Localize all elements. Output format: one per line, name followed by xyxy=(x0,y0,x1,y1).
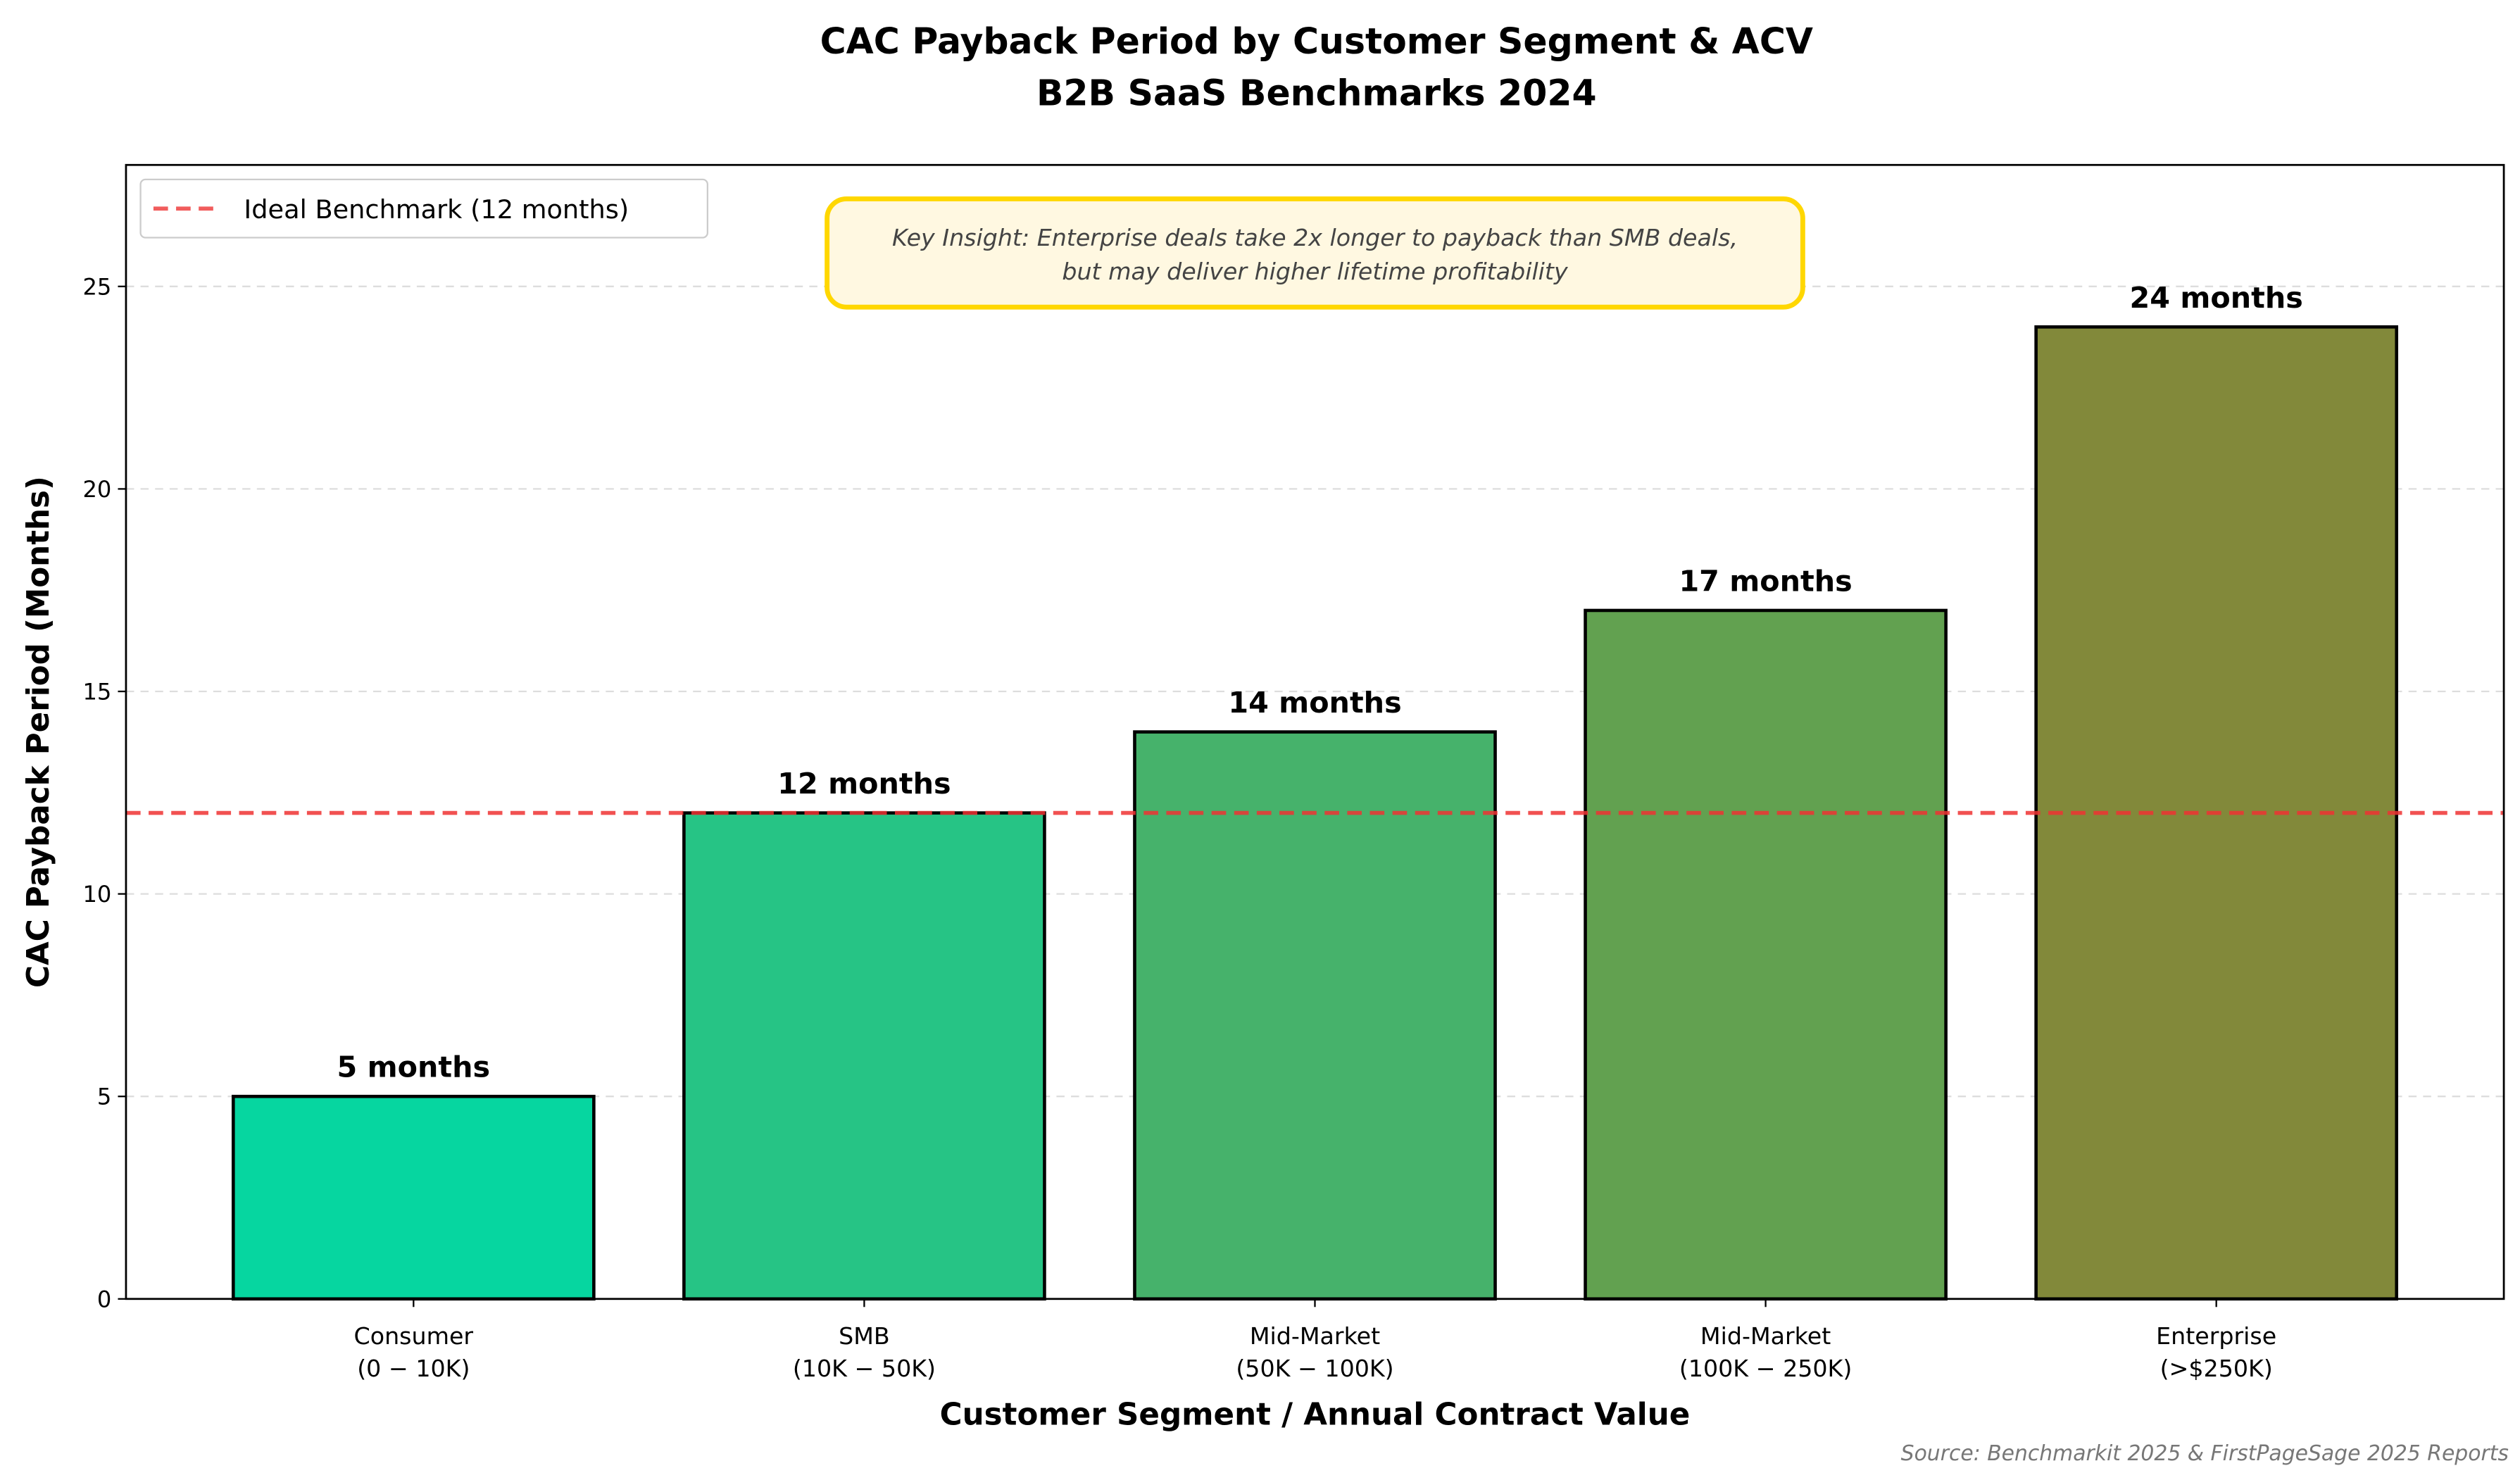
bar xyxy=(682,811,1046,1301)
bar xyxy=(1133,730,1497,1301)
chart-title: CAC Payback Period by Customer Segment &… xyxy=(820,20,1813,62)
annotation-frame xyxy=(825,196,1805,310)
x-tick-label: Enterprise xyxy=(2156,1322,2276,1350)
y-tick-label: 10 xyxy=(82,881,111,908)
annotation-box: Key Insight: Enterprise deals take 2x lo… xyxy=(825,196,1805,310)
x-tick-sublabel: (50K − 100K) xyxy=(1236,1355,1393,1382)
y-tick-label: 0 xyxy=(97,1286,111,1312)
y-ticks: 0 5 10 15 20 25 xyxy=(82,273,126,1312)
data-label: 12 months xyxy=(777,767,951,801)
y-tick-label: 25 xyxy=(82,273,111,300)
x-axis-label: Customer Segment / Annual Contract Value xyxy=(940,1398,1691,1433)
x-ticks: Consumer (0 − 10K) SMB (10K − 50K) Mid-Marke… xyxy=(354,1298,2276,1382)
data-label: 14 months xyxy=(1228,686,1401,720)
x-tick-label: Mid-Market xyxy=(1250,1322,1380,1350)
x-tick-sublabel: (>$250K) xyxy=(2160,1355,2273,1382)
data-label: 24 months xyxy=(2130,281,2303,315)
legend-box xyxy=(139,178,709,239)
chart-subtitle: B2B SaaS Benchmarks 2024 xyxy=(1036,72,1597,113)
source-note: Source: Benchmarkit 2025 & FirstPageSage… xyxy=(1901,1441,2509,1466)
x-tick-sublabel: (100K − 250K) xyxy=(1679,1355,1852,1382)
data-labels: 5 months 12 months 14 months 17 months 24 mo… xyxy=(337,281,2303,1084)
bar xyxy=(231,1094,596,1301)
x-tick-sublabel: (0 − 10K) xyxy=(357,1355,470,1382)
legend-label: Ideal Benchmark (12 months) xyxy=(244,194,629,225)
data-label: 5 months xyxy=(337,1051,491,1084)
x-tick-label: SMB xyxy=(839,1322,890,1350)
y-tick-label: 15 xyxy=(82,678,111,705)
x-tick-label: Mid-Market xyxy=(1700,1322,1831,1350)
annotation-line-2: but may deliver higher lifetime profitab… xyxy=(1062,258,1569,285)
x-tick-label: Consumer xyxy=(354,1322,474,1350)
annotation-line-1: Key Insight: Enterprise deals take 2x lo… xyxy=(892,224,1738,251)
y-tick-label: 20 xyxy=(82,476,111,503)
bar xyxy=(1584,608,1948,1301)
data-label: 17 months xyxy=(1679,564,1852,598)
x-tick-sublabel: (10K − 50K) xyxy=(793,1355,936,1382)
y-axis-label: CAC Payback Period (Months) xyxy=(21,476,56,988)
legend: Ideal Benchmark (12 months) xyxy=(139,178,709,239)
y-tick-label: 5 xyxy=(97,1084,111,1110)
